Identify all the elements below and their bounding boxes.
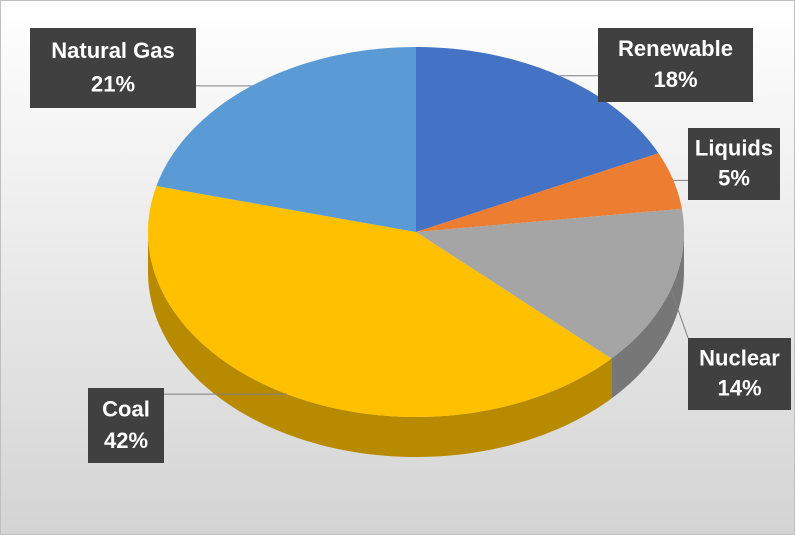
label-box: [30, 28, 196, 108]
label-value: 14%: [717, 376, 761, 401]
label-value: 21%: [91, 71, 135, 96]
slice: [148, 185, 612, 417]
label-value: 42%: [104, 428, 148, 453]
leader-line: [670, 289, 689, 339]
label-box: [88, 388, 164, 463]
slice: [416, 208, 684, 359]
label-name: Coal: [102, 396, 150, 421]
slice: [156, 47, 416, 232]
label-name: Nuclear: [699, 345, 780, 370]
label-box: [598, 28, 753, 102]
slice: [416, 153, 682, 232]
label-name: Natural Gas: [51, 38, 175, 63]
label-box: [688, 338, 791, 410]
label-box: [688, 128, 780, 200]
slice-side: [148, 232, 612, 457]
slice-side: [611, 232, 684, 399]
label-value: 18%: [653, 67, 697, 92]
label-name: Renewable: [618, 36, 733, 61]
slice: [416, 47, 659, 232]
label-name: Liquids: [695, 135, 773, 160]
label-value: 5%: [718, 166, 750, 191]
